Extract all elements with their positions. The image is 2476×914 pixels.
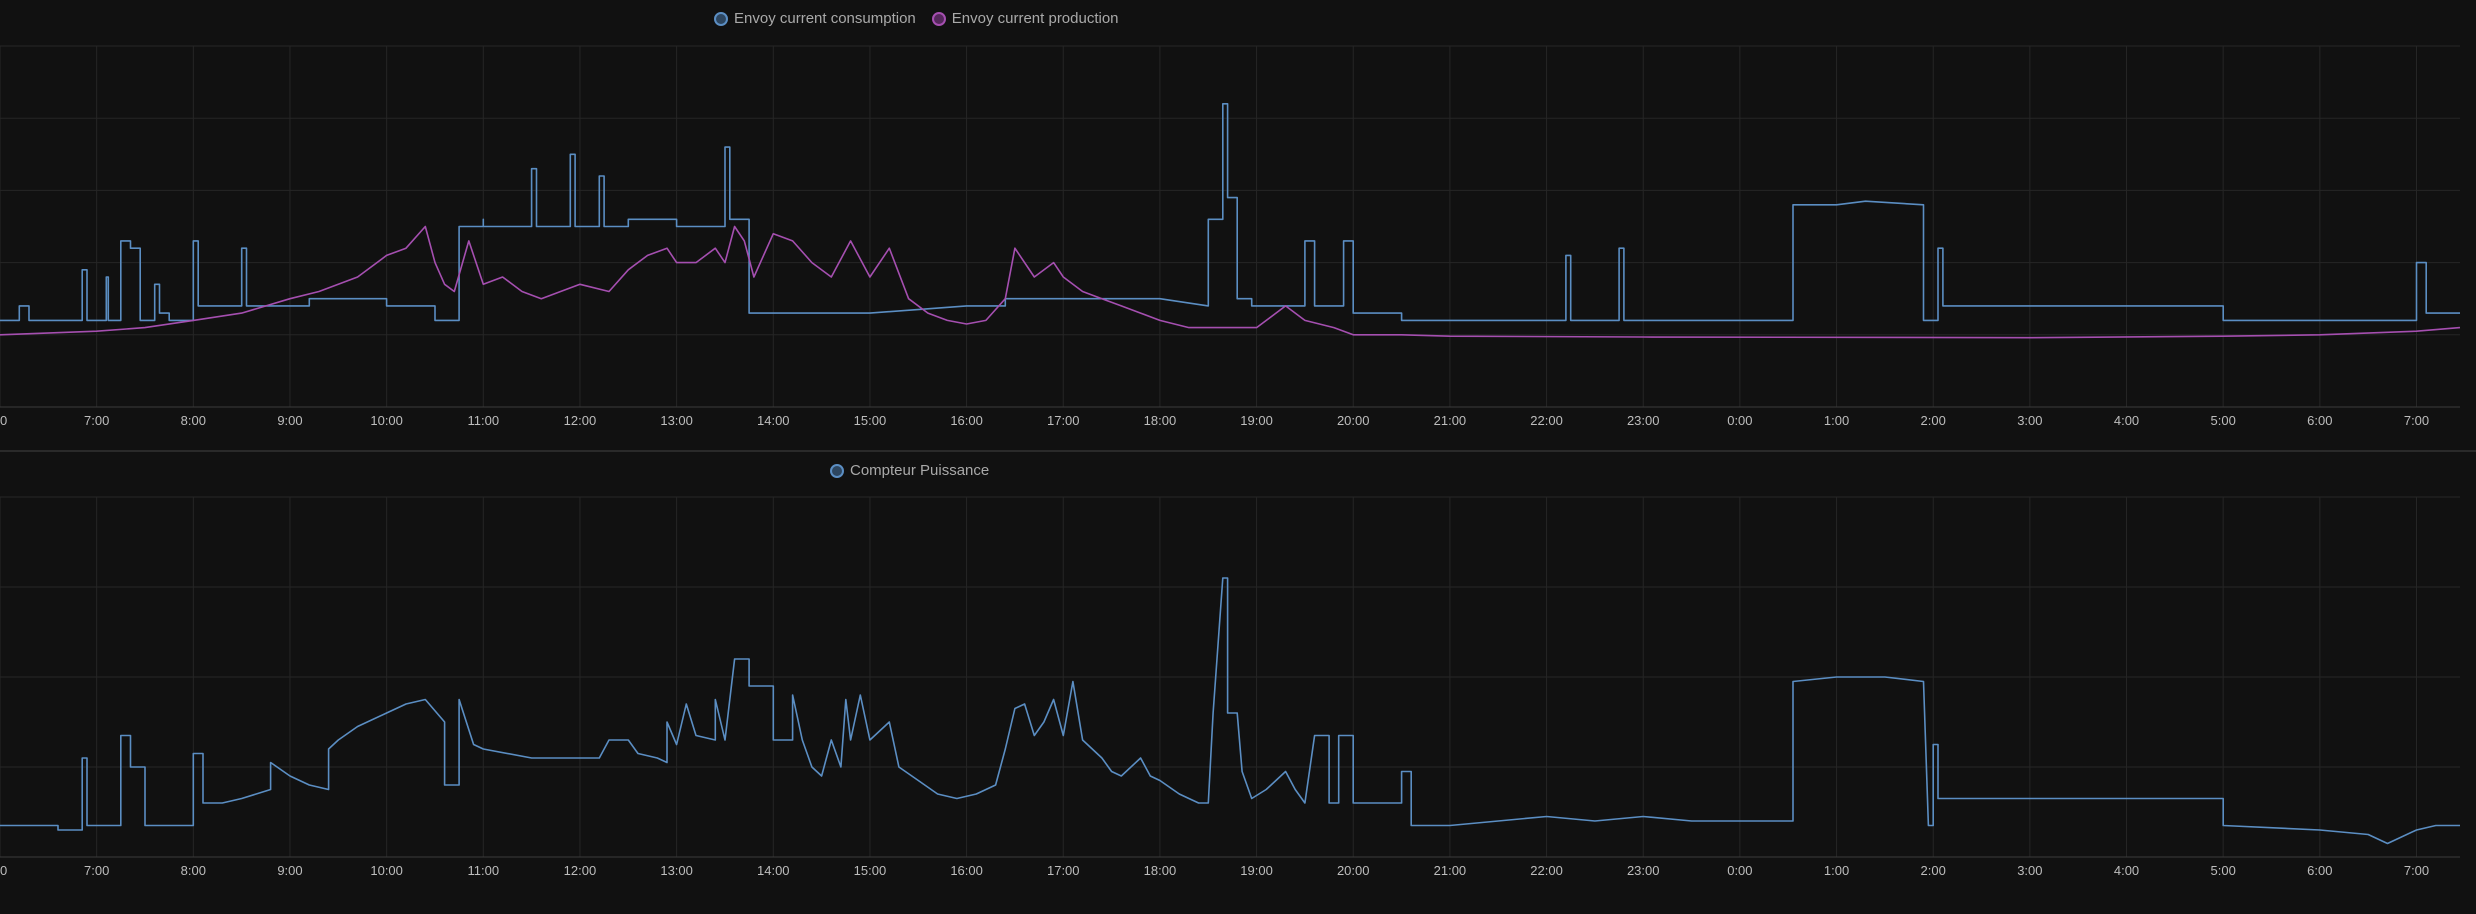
x-tick-label: 12:00 [564,413,597,428]
x-tick-label: 14:00 [757,863,790,878]
panel-divider [0,450,2476,452]
series-line-envoy-current-production[interactable] [0,225,2461,339]
x-tick-label: 8:00 [181,413,206,428]
x-tick-label: 1:00 [1824,413,1849,428]
chart-panel-envoy: 00 7:00 8:00 9:00 10:00 11:00 12:00 13:00 14:00 1… [0,0,2476,450]
x-tick-label: 00 [0,863,7,878]
x-tick-label: 0:00 [1727,863,1752,878]
x-tick-label: 16:00 [950,413,983,428]
x-tick-label: 22:00 [1530,413,1563,428]
legend-item-compteur[interactable]: Compteur Puissance [830,462,989,479]
legend-item-production[interactable]: Envoy current production [931,10,1119,27]
series-line-compteur-puissance[interactable] [0,577,2460,845]
x-tick-label: 23:00 [1627,413,1660,428]
x-tick-label: 9:00 [277,863,302,878]
legend-swatch-consumption [714,11,728,26]
x-tick-label: 7:00 [84,863,109,878]
x-tick-label: 13:00 [660,863,693,878]
x-tick-label: 18:00 [1144,413,1177,428]
x-tick-label: 2:00 [1921,863,1946,878]
x-tick-label: 5:00 [2211,863,2236,878]
chart-compteur: 00 7:00 8:00 9:00 10:00 11:00 12:00 13:00 14:00 1… [0,496,2460,878]
series-line-envoy-current-consumption[interactable] [0,103,2460,322]
x-axis: 00 7:00 8:00 9:00 10:00 11:00 12:00 13:00 14:00 1… [0,863,2429,878]
chart-panel-compteur: 00 7:00 8:00 9:00 10:00 11:00 12:00 13:00 14:00 1… [0,452,2476,914]
x-tick-label: 22:00 [1530,863,1563,878]
x-tick-label: 7:00 [2404,413,2429,428]
x-tick-label: 17:00 [1047,863,1080,878]
x-tick-label: 6:00 [2307,413,2332,428]
legend-label-production: Envoy current production [951,10,1119,27]
x-tick-label: 19:00 [1240,413,1273,428]
x-tick-label: 23:00 [1627,863,1660,878]
x-tick-label: 3:00 [2017,863,2042,878]
x-axis: 00 7:00 8:00 9:00 10:00 11:00 12:00 13:00 14:00 1… [0,413,2429,428]
grid-lines [0,496,2460,858]
x-tick-label: 21:00 [1434,413,1467,428]
x-tick-label: 17:00 [1047,413,1080,428]
x-tick-label: 21:00 [1434,863,1467,878]
grid-lines [0,45,2460,408]
x-tick-label: 2:00 [1921,413,1946,428]
x-tick-label: 20:00 [1337,863,1370,878]
legend-label-consumption: Envoy current consumption [734,10,916,27]
x-tick-label: 14:00 [757,413,790,428]
x-tick-label: 00 [0,413,7,428]
chart-envoy: 00 7:00 8:00 9:00 10:00 11:00 12:00 13:00 14:00 1… [0,45,2461,428]
x-tick-label: 0:00 [1727,413,1752,428]
x-tick-label: 19:00 [1240,863,1273,878]
x-tick-label: 5:00 [2211,413,2236,428]
x-tick-label: 7:00 [2404,863,2429,878]
x-tick-label: 8:00 [181,863,206,878]
x-tick-label: 15:00 [854,413,887,428]
legend-compteur: Compteur Puissance [830,462,989,479]
x-tick-label: 4:00 [2114,413,2139,428]
x-tick-label: 3:00 [2017,413,2042,428]
x-tick-label: 10:00 [370,863,403,878]
x-tick-label: 7:00 [84,413,109,428]
x-tick-label: 15:00 [854,863,887,878]
legend-label-compteur: Compteur Puissance [850,462,990,479]
x-tick-label: 18:00 [1144,863,1177,878]
legend-envoy: Envoy current consumption Envoy current … [714,10,1119,27]
x-tick-label: 4:00 [2114,863,2139,878]
x-tick-label: 9:00 [277,413,302,428]
x-tick-label: 11:00 [468,413,500,428]
x-tick-label: 11:00 [468,863,500,878]
x-tick-label: 6:00 [2307,863,2332,878]
x-tick-label: 10:00 [370,413,403,428]
legend-swatch-production [931,11,946,26]
x-tick-label: 12:00 [564,863,597,878]
legend-swatch-compteur [830,463,844,478]
x-tick-label: 1:00 [1824,863,1849,878]
x-tick-label: 20:00 [1337,413,1370,428]
x-tick-label: 13:00 [660,413,693,428]
x-tick-label: 16:00 [950,863,983,878]
legend-item-consumption[interactable]: Envoy current consumption [714,10,916,27]
